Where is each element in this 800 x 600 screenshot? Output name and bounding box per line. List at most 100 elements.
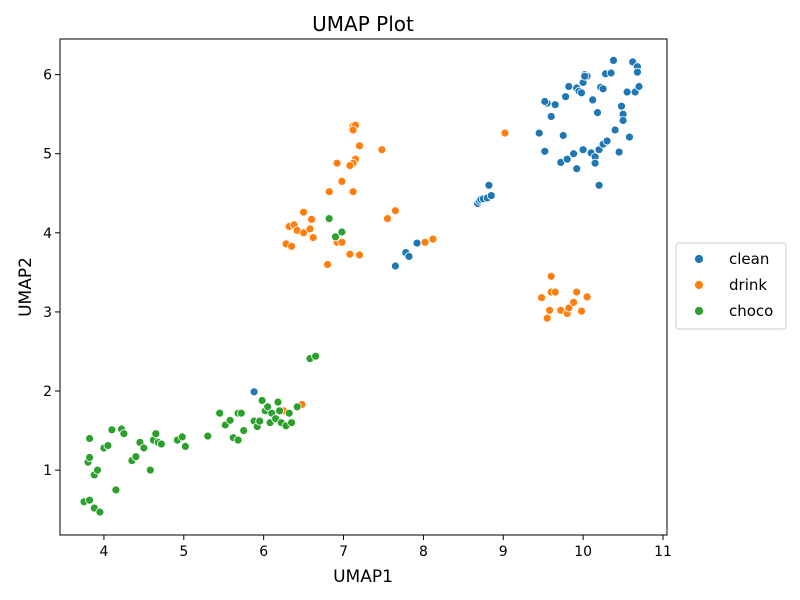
point-choco-53	[284, 408, 294, 418]
y-tick-label-4: 4	[43, 226, 52, 242]
point-choco-32	[203, 431, 213, 441]
x-tick-label-8: 8	[419, 544, 428, 560]
point-drink-29	[420, 237, 430, 247]
point-choco-50	[273, 397, 283, 407]
point-choco-23	[139, 443, 149, 453]
point-choco-33	[215, 408, 225, 418]
x-tick-label-6: 6	[259, 544, 268, 560]
point-drink-3	[355, 141, 364, 151]
point-drink-36	[545, 305, 554, 315]
point-choco-6	[85, 495, 94, 505]
point-drink-42	[572, 287, 582, 297]
point-clean-30	[617, 101, 626, 111]
legend-marker-choco	[694, 306, 704, 316]
point-drink-9	[337, 176, 347, 186]
point-clean-11	[569, 149, 578, 159]
point-clean-9	[561, 92, 570, 102]
point-clean-24	[598, 84, 608, 94]
point-choco-44	[257, 396, 267, 405]
point-drink-18	[307, 214, 317, 224]
point-choco-4	[311, 351, 321, 361]
point-choco-26	[151, 429, 161, 439]
point-clean-2	[546, 112, 556, 121]
point-choco-39	[236, 408, 246, 418]
point-clean-47	[580, 71, 590, 81]
point-drink-31	[500, 128, 510, 138]
point-choco-24	[145, 465, 155, 475]
chart-title: UMAP Plot	[312, 12, 414, 36]
legend-marker-drink	[694, 280, 704, 290]
point-choco-56	[275, 406, 285, 416]
x-tick-label-5: 5	[179, 544, 188, 560]
point-drink-5	[332, 158, 342, 168]
y-axis-ticks: 1 2 3 4 5 6	[43, 68, 60, 479]
point-drink-2	[348, 125, 358, 135]
legend-label-drink: drink	[729, 276, 767, 294]
y-tick-label-3: 3	[43, 305, 52, 321]
point-drink-37	[542, 313, 552, 323]
point-drink-43	[577, 306, 586, 316]
point-choco-10	[93, 465, 102, 475]
point-choco-2	[337, 227, 347, 237]
point-choco-37	[233, 435, 243, 445]
point-clean-5	[550, 100, 560, 110]
point-clean-19	[588, 95, 598, 105]
point-drink-35	[550, 287, 560, 297]
point-drink-33	[546, 271, 556, 281]
legend-marker-clean	[694, 254, 704, 264]
point-clean-39	[594, 180, 604, 190]
point-clean-58	[412, 238, 422, 248]
point-clean-40	[590, 158, 600, 168]
point-clean-10	[564, 82, 574, 91]
x-tick-label-7: 7	[339, 544, 348, 560]
point-choco-15	[103, 441, 113, 451]
point-drink-44	[582, 292, 592, 302]
point-clean-8	[562, 154, 572, 164]
x-tick-label-4: 4	[99, 544, 108, 560]
point-clean-21	[593, 108, 602, 117]
point-drink-17	[305, 224, 315, 234]
point-choco-13	[85, 434, 94, 443]
point-clean-46	[602, 136, 612, 146]
point-drink-32	[537, 293, 546, 303]
point-clean-55	[390, 261, 400, 271]
point-choco-12	[85, 453, 94, 462]
point-drink-28	[390, 206, 400, 216]
point-clean-42	[572, 164, 582, 174]
point-clean-4	[540, 146, 550, 156]
y-tick-label-1: 1	[43, 463, 52, 479]
plot-frame	[59, 38, 668, 536]
point-drink-4	[377, 145, 387, 155]
point-clean-59	[249, 387, 259, 397]
point-clean-14	[577, 88, 586, 98]
point-choco-35	[225, 415, 235, 425]
point-drink-26	[323, 260, 333, 269]
y-axis-label: UMAP2	[16, 257, 36, 317]
point-clean-41	[578, 145, 588, 155]
point-choco-8	[95, 507, 105, 517]
point-drink-27	[383, 214, 392, 224]
point-drink-41	[569, 297, 578, 307]
point-drink-40	[564, 303, 574, 313]
point-drink-10	[348, 187, 358, 197]
point-choco-55	[292, 402, 302, 412]
point-choco-54	[287, 418, 297, 428]
point-choco-19	[119, 429, 129, 439]
point-choco-46	[263, 402, 273, 412]
point-choco-43	[255, 416, 265, 426]
point-choco-21	[131, 452, 141, 462]
point-clean-53	[486, 191, 496, 201]
point-drink-16	[299, 228, 309, 238]
points-layer	[79, 56, 644, 517]
y-tick-label-5: 5	[43, 147, 52, 163]
x-axis-label: UMAP1	[333, 567, 393, 587]
legend-label-choco: choco	[729, 302, 773, 320]
point-drink-11	[324, 187, 334, 197]
point-choco-0	[324, 214, 334, 224]
point-choco-31	[180, 441, 190, 451]
point-clean-37	[634, 82, 644, 91]
point-clean-28	[610, 125, 620, 135]
point-choco-17	[111, 485, 121, 495]
legend-box	[675, 242, 787, 330]
